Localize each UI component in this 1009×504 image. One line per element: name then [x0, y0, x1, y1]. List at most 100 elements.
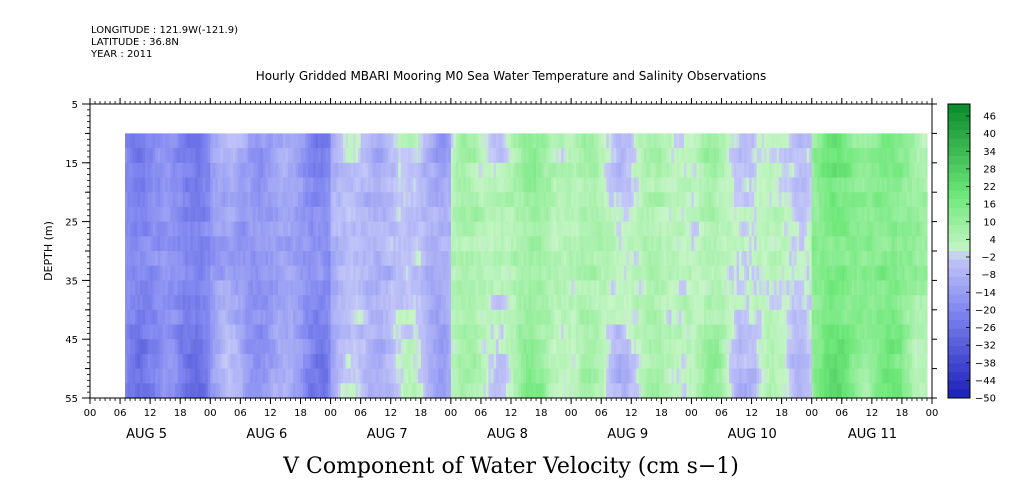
heatmap-cell: [611, 133, 615, 149]
heatmap-cell: [616, 206, 620, 223]
heatmap-cell: [688, 353, 693, 370]
heatmap-cell: [398, 339, 402, 355]
heatmap-cell: [621, 177, 625, 193]
heatmap-cell: [408, 236, 412, 252]
heatmap-cell: [478, 324, 482, 340]
heatmap-cell: [440, 251, 444, 267]
heatmap-cell: [526, 265, 530, 281]
heatmap-cell: [526, 353, 530, 370]
heatmap-cell: [734, 353, 738, 370]
heatmap-cell: [526, 368, 530, 384]
heatmap-cell: [603, 148, 607, 164]
heatmap-cell: [739, 295, 743, 311]
heatmap-cell: [425, 280, 429, 296]
heatmap-cell: [608, 265, 612, 281]
heatmap-cell: [561, 236, 565, 252]
heatmap-cell: [200, 295, 204, 311]
heatmap-cell: [418, 236, 422, 252]
heatmap-cell: [230, 383, 234, 399]
heatmap-cell: [708, 206, 713, 223]
heatmap-cell: [611, 383, 615, 399]
heatmap-cell: [135, 162, 139, 179]
heatmap-cell: [516, 353, 520, 370]
heatmap-cell: [698, 324, 703, 340]
heatmap-cell: [681, 133, 685, 149]
heatmap-cell: [686, 383, 690, 399]
heatmap-cell: [187, 162, 191, 179]
heatmap-cell: [445, 251, 449, 267]
heatmap-cell: [713, 221, 718, 237]
heatmap-cell: [202, 177, 206, 193]
heatmap-cell: [636, 148, 640, 164]
heatmap-cell: [185, 221, 189, 237]
heatmap-cell: [678, 309, 683, 326]
heatmap-cell: [571, 221, 575, 237]
heatmap-cell: [508, 251, 512, 267]
heatmap-cell: [656, 339, 660, 355]
heatmap-cell: [819, 133, 823, 149]
heatmap-cell: [488, 324, 492, 340]
heatmap-cell: [541, 309, 545, 326]
heatmap-cell: [418, 353, 422, 370]
heatmap-cell: [495, 339, 500, 355]
heatmap-cell: [749, 265, 753, 281]
heatmap-cell: [453, 368, 457, 384]
heatmap-cell: [495, 221, 500, 237]
heatmap-cell: [222, 162, 226, 179]
heatmap-cell: [378, 148, 382, 164]
heatmap-cell: [450, 148, 454, 164]
heatmap-cell: [470, 162, 475, 179]
heatmap-cell: [581, 221, 585, 237]
heatmap-cell: [576, 133, 580, 149]
heatmap-cell: [200, 353, 204, 370]
heatmap-cell: [503, 206, 507, 223]
heatmap-cell: [528, 162, 532, 179]
heatmap-cell: [212, 133, 216, 149]
heatmap-cell: [300, 280, 304, 296]
heatmap-cell: [533, 368, 537, 384]
heatmap-cell: [623, 309, 627, 326]
heatmap-cell: [541, 133, 545, 149]
heatmap-cell: [147, 148, 151, 164]
heatmap-cell: [395, 265, 399, 281]
heatmap-cell: [195, 339, 199, 355]
heatmap-cell: [187, 192, 191, 208]
heatmap-cell: [127, 236, 131, 252]
heatmap-cell: [280, 265, 284, 281]
heatmap-cell: [395, 148, 399, 164]
heatmap-cell: [721, 133, 725, 149]
heatmap-cell: [766, 368, 770, 384]
heatmap-cell: [646, 280, 650, 296]
heatmap-cell: [779, 309, 783, 326]
heatmap-cell: [318, 339, 322, 355]
heatmap-cell: [636, 368, 640, 384]
heatmap-cell: [698, 309, 703, 326]
heatmap-cell: [440, 280, 444, 296]
heatmap-cell: [591, 192, 595, 208]
heatmap-cell: [430, 353, 434, 370]
heatmap-cell: [358, 162, 362, 179]
heatmap-cell: [363, 324, 367, 340]
heatmap-cell: [237, 265, 241, 281]
heatmap-cell: [616, 324, 620, 340]
heatmap-cell: [744, 133, 748, 149]
heatmap-cell: [150, 368, 154, 384]
heatmap-cell: [410, 133, 414, 149]
heatmap-cell: [724, 368, 728, 384]
heatmap-cell: [292, 206, 297, 223]
heatmap-cell: [197, 251, 201, 267]
heatmap-cell: [691, 383, 695, 399]
heatmap-cell: [536, 339, 540, 355]
heatmap-cell: [483, 236, 487, 252]
heatmap-cell: [588, 251, 592, 267]
heatmap-cell: [260, 133, 264, 149]
heatmap-cell: [303, 177, 307, 193]
heatmap-cell: [553, 339, 557, 355]
heatmap-cell: [435, 339, 439, 355]
heatmap-cell: [470, 251, 475, 267]
heatmap-cell: [468, 133, 472, 149]
heatmap-cell: [157, 280, 161, 296]
heatmap-cell: [400, 339, 404, 355]
heatmap-cell: [541, 295, 545, 311]
